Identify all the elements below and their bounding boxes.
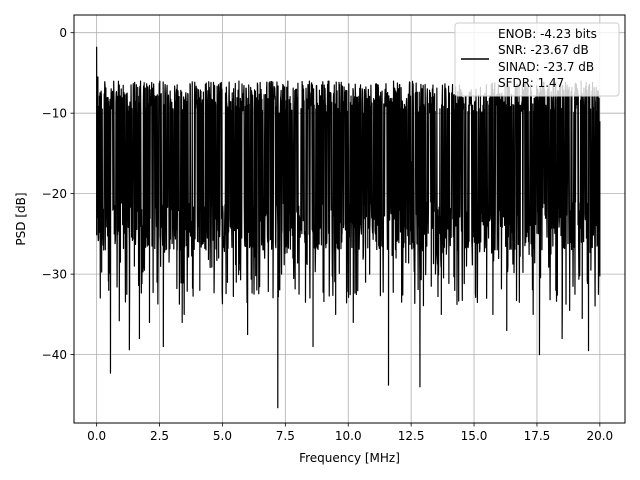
legend-entry-enob: ENOB: -4.23 bits	[498, 27, 597, 41]
y-tick-label: −40	[42, 348, 67, 362]
y-axis-label: PSD [dB]	[14, 192, 28, 245]
x-tick-label: 10.0	[335, 429, 362, 443]
x-tick-label: 15.0	[461, 429, 488, 443]
y-tick-label: 0	[59, 26, 67, 40]
legend-entry-sfdr: SFDR: 1.47	[498, 76, 564, 90]
y-tick-label: −20	[42, 187, 67, 201]
legend: ENOB: -4.23 bits SNR: -23.67 dB SINAD: -…	[454, 22, 620, 97]
legend-box	[454, 22, 620, 97]
x-tick-label: 17.5	[524, 429, 551, 443]
y-tick-label: −10	[42, 107, 67, 121]
y-tick-label: −30	[42, 268, 67, 282]
x-tick-label: 2.5	[150, 429, 169, 443]
legend-entry-sinad: SINAD: -23.7 dB	[498, 60, 594, 74]
x-tick-label: 7.5	[276, 429, 295, 443]
x-tick-label: 0.0	[87, 429, 106, 443]
ticks: 0.0 2.5 5.0 7.5 10.0 12.5 15.0 17.5 20.0 0 −10 −20 −…	[42, 26, 614, 443]
x-axis-label: Frequency [MHz]	[299, 451, 400, 465]
legend-entry-snr: SNR: -23.67 dB	[498, 43, 589, 57]
axes-frame	[73, 14, 626, 424]
x-tick-label: 20.0	[586, 429, 613, 443]
x-tick-label: 5.0	[213, 429, 232, 443]
x-tick-label: 12.5	[398, 429, 425, 443]
